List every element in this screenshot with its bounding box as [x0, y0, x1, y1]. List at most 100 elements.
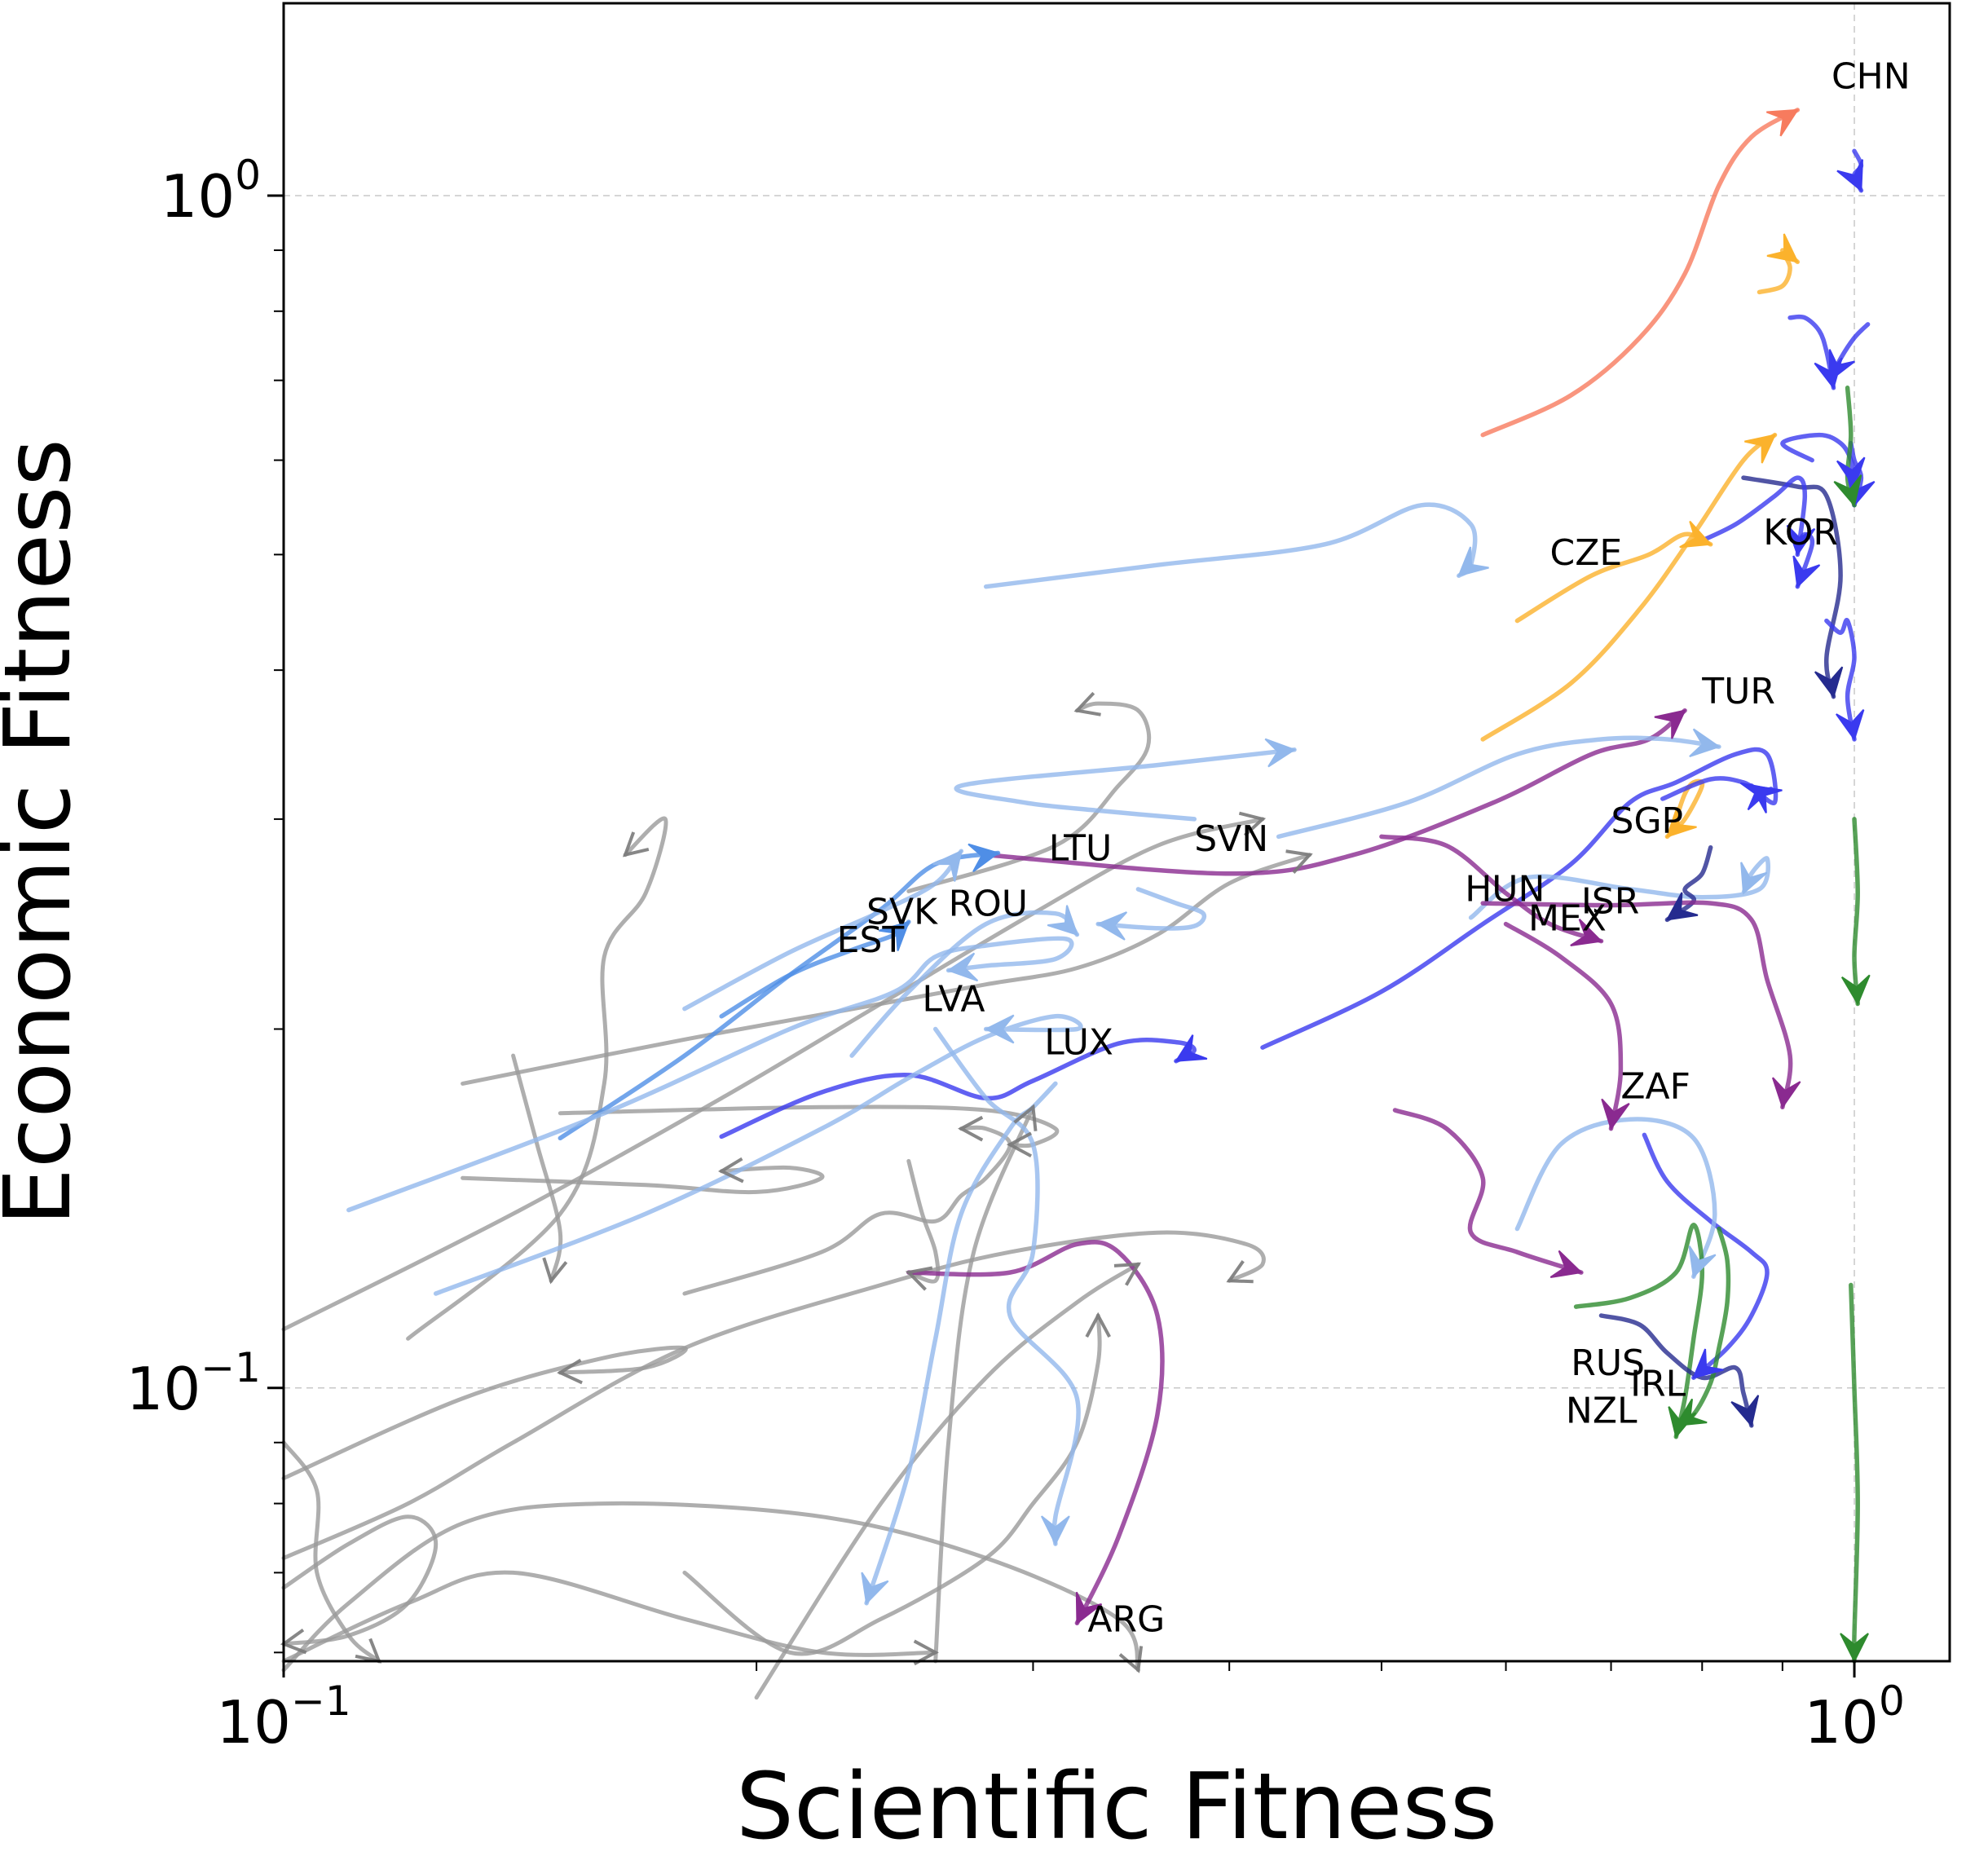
trajectory-arrowhead — [1814, 666, 1844, 699]
trajectory-line — [1480, 108, 1801, 438]
trajectory-line — [281, 1514, 439, 1647]
trajectory-line — [281, 1501, 1140, 1673]
trajectory-arrowhead — [1549, 1250, 1584, 1278]
trajectory-arrowhead — [1264, 738, 1297, 768]
trajectory-arrowhead — [1828, 349, 1855, 382]
trajectory-arrowhead — [542, 1257, 568, 1285]
trajectory-arrowhead — [1765, 108, 1800, 137]
trajectory-line — [1514, 1117, 1717, 1279]
country-label: LTU — [1049, 828, 1113, 870]
trajectory-line — [983, 502, 1478, 589]
trajectory-line — [406, 816, 668, 1341]
trajectory-arrowhead — [1601, 1098, 1630, 1131]
trajectory-line — [281, 1570, 938, 1664]
trajectory-line — [281, 1230, 1266, 1560]
trajectory-arrowhead — [1226, 1260, 1254, 1284]
trajectory-line — [906, 1240, 1165, 1626]
trajectory-arrowhead — [1766, 233, 1800, 263]
country-label: SVN — [1194, 818, 1268, 860]
trajectory-arrowhead — [717, 1157, 744, 1184]
trajectory-line — [1480, 900, 1793, 1110]
country-label: SGP — [1611, 800, 1684, 842]
country-label: CZE — [1550, 532, 1623, 574]
trajectory-arrowhead — [1665, 892, 1699, 921]
trajectory-line — [1276, 735, 1721, 840]
country-label: RUS — [1571, 1342, 1645, 1384]
trajectory-line — [281, 817, 1265, 1332]
trajectory-arrowhead — [1570, 919, 1603, 946]
trajectory-arrowhead — [1740, 862, 1768, 895]
x-tick-label: 10−1 — [216, 1677, 350, 1757]
trajectory-line — [1852, 817, 1860, 1007]
trajectory-arrowhead — [1665, 807, 1697, 839]
trajectory-arrowhead — [1786, 524, 1816, 557]
country-label: ZAF — [1620, 1065, 1690, 1107]
trajectory-line — [1095, 887, 1207, 931]
y-axis-label: Economic Fitness — [0, 439, 91, 1226]
country-label: KOR — [1763, 512, 1838, 553]
trajectory-line — [933, 1104, 1035, 1664]
trajectory-line — [1468, 856, 1770, 920]
trajectory-arrowhead — [557, 1358, 583, 1385]
trajectory-line — [1503, 921, 1624, 1131]
trajectory-arrowhead — [1692, 1348, 1724, 1379]
country-label: SVK — [866, 892, 938, 933]
trajectory-line — [906, 1158, 941, 1284]
y-tick-label: 100 — [161, 152, 261, 231]
trajectory-arrowhead — [1836, 709, 1865, 742]
trajectory-line — [1849, 1282, 1860, 1664]
x-tick-label: 100 — [1804, 1677, 1904, 1757]
trajectory-line — [754, 1262, 1140, 1700]
trajectory-arrowhead — [1739, 782, 1773, 811]
trajectory-arrowhead — [1047, 905, 1079, 937]
trajectory-arrowhead — [1836, 159, 1863, 192]
country-label: ARG — [1087, 1598, 1165, 1640]
trajectory-arrowhead — [905, 1266, 933, 1291]
trajectory-line — [1780, 432, 1857, 489]
trajectory-arrowhead — [1118, 1646, 1144, 1673]
trajectory-arrowhead — [1457, 546, 1489, 577]
trajectory-line — [932, 1026, 1081, 1546]
country-label: ISR — [1581, 881, 1639, 923]
trajectory-line — [1741, 475, 1843, 699]
country-label: MEX — [1528, 897, 1607, 939]
trajectory-lines — [281, 108, 1871, 1700]
trajectory-line — [682, 1125, 1012, 1296]
trajectory-arrowhead — [1772, 1077, 1801, 1109]
trajectory-arrowhead — [932, 849, 963, 882]
trajectory-arrowhead — [1040, 1515, 1070, 1546]
trajectory-arrowhead — [1840, 1633, 1869, 1664]
trajectory-arrowhead — [1730, 1395, 1760, 1428]
trajectory-line — [461, 1165, 825, 1195]
plot-frame — [282, 2, 1951, 1663]
country-label: HUN — [1465, 869, 1545, 910]
trajectory-line — [433, 1014, 1083, 1296]
trajectory-line — [1642, 1132, 1770, 1380]
trajectory-line — [1379, 834, 1604, 944]
trajectory-arrowheads — [280, 108, 1876, 1673]
trajectory-line — [511, 1053, 563, 1283]
trajectory-arrowhead — [1075, 1591, 1103, 1625]
trajectory-line — [1598, 1313, 1754, 1428]
trajectory-line — [682, 849, 964, 1012]
trajectory-line — [983, 708, 1687, 876]
trajectory-arrowhead — [1840, 974, 1871, 1006]
trajectory-arrowhead — [1113, 1262, 1142, 1286]
trajectory-arrowhead — [1013, 1104, 1038, 1131]
country-label: NZL — [1566, 1391, 1638, 1432]
country-label: LUX — [1044, 1021, 1113, 1063]
country-label: ROU — [949, 883, 1028, 924]
country-label: EST — [837, 919, 905, 961]
country-label: IRL — [1630, 1363, 1686, 1404]
trajectory-line — [1392, 1108, 1584, 1275]
trajectory-line — [1480, 432, 1778, 742]
trajectory-arrowhead — [622, 831, 650, 857]
trajectory-arrowhead — [1285, 849, 1313, 874]
trajectory-line — [461, 853, 1312, 1086]
trajectory-arrowhead — [879, 920, 910, 951]
trajectory-arrowhead — [1836, 456, 1866, 489]
trajectory-line — [1664, 844, 1713, 923]
trajectory-arrowhead — [1073, 691, 1101, 716]
grid-lines — [283, 3, 1950, 1661]
